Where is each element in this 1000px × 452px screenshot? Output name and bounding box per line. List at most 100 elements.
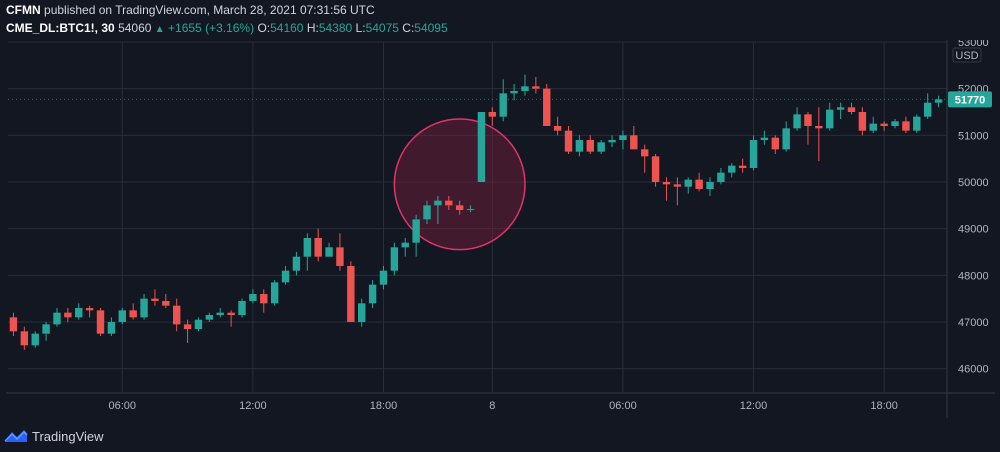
candle-body	[96, 310, 105, 334]
candle-body	[847, 107, 856, 112]
candle	[488, 107, 497, 126]
price-tag-label: 51770	[955, 94, 986, 106]
candle-body	[172, 305, 181, 325]
publisher-name[interactable]: CFMN	[6, 3, 41, 17]
candle	[869, 116, 877, 133]
candle-body	[303, 238, 312, 257]
y-tick-label: 53000	[958, 40, 989, 49]
candle	[205, 312, 214, 322]
candle	[826, 102, 834, 131]
candle	[31, 331, 39, 348]
high-value: 54380	[318, 21, 353, 35]
candle-body	[749, 140, 758, 168]
candle	[553, 116, 562, 136]
candle-body	[227, 312, 235, 315]
candle-body	[684, 179, 692, 187]
candle	[815, 107, 823, 161]
y-tick-label: 46000	[958, 364, 989, 376]
candlestick-chart[interactable]: 4600047000480004900050000510005200053000…	[6, 37, 995, 418]
candle	[129, 303, 137, 320]
candle	[434, 196, 442, 224]
candle-body	[183, 324, 192, 329]
currency-box	[952, 47, 982, 63]
candle	[477, 112, 486, 182]
candle	[760, 130, 769, 145]
candle-body	[390, 247, 399, 271]
candle	[532, 77, 540, 94]
candle	[445, 196, 453, 210]
candle	[662, 177, 671, 201]
candle	[303, 233, 312, 271]
candle-body	[738, 165, 747, 168]
candle-body	[151, 298, 159, 301]
candle-body	[913, 116, 921, 131]
candle	[260, 289, 268, 313]
candle	[804, 112, 812, 145]
candle	[858, 107, 867, 136]
candle-body	[597, 142, 605, 152]
candle-body	[423, 205, 431, 220]
candle	[684, 177, 692, 194]
candle	[902, 116, 910, 133]
candle	[249, 289, 257, 304]
candle-body	[140, 298, 148, 318]
candle-body	[640, 149, 649, 157]
timeframe: 30	[101, 21, 115, 35]
candle	[85, 305, 94, 318]
candle-body	[836, 107, 845, 110]
candle	[749, 135, 758, 171]
candle	[347, 261, 355, 322]
symbol-legend: CME_DL:BTC1!, 30 54060 ▲ +1655 (+3.16%) …	[6, 21, 448, 35]
candle-body	[401, 242, 409, 248]
candle-body	[205, 315, 214, 320]
candle-body	[760, 137, 769, 140]
chart-area[interactable]: 46000 47000 48000 49000 50000 51000 52000 53000…	[6, 37, 995, 418]
candle-body	[923, 102, 932, 117]
candle	[499, 79, 507, 122]
candle-body	[53, 312, 61, 325]
y-tick-label: 47000	[958, 317, 989, 329]
candle	[619, 130, 627, 150]
candle	[543, 84, 551, 126]
candle	[913, 114, 921, 133]
candle-body	[477, 112, 486, 182]
candle-body	[793, 114, 801, 129]
candle-body	[543, 88, 551, 126]
candle	[423, 200, 431, 224]
candle	[412, 214, 420, 257]
candle-body	[880, 123, 888, 126]
x-tick-label: 12:00	[239, 400, 267, 412]
candle-body	[510, 91, 518, 94]
candle-body	[553, 126, 562, 131]
candle-body	[728, 165, 736, 173]
candle-body	[662, 182, 671, 185]
candle-body	[466, 209, 475, 211]
candle	[401, 238, 409, 257]
footer[interactable]: TradingView	[4, 425, 204, 447]
candle	[782, 121, 790, 152]
candle-body	[706, 182, 714, 189]
symbol-name[interactable]: CME_DL:BTC1!	[6, 21, 95, 35]
x-tick-label: 06:00	[609, 400, 637, 412]
candle	[368, 280, 377, 308]
candle	[738, 158, 747, 173]
candle-body	[64, 312, 72, 318]
candle	[608, 135, 616, 147]
candle-body	[804, 114, 812, 126]
candle-body	[314, 238, 322, 257]
candle	[107, 317, 116, 336]
low-value: 54075	[365, 21, 399, 35]
candle-body	[42, 324, 50, 334]
candles	[9, 74, 943, 350]
price-tag	[948, 91, 992, 108]
candle	[20, 326, 29, 350]
candle	[521, 74, 529, 96]
y-tick-label: 49000	[958, 224, 989, 236]
x-tick-label: 12:00	[740, 400, 768, 412]
candle	[118, 308, 126, 325]
candle	[64, 308, 72, 322]
candle	[597, 140, 605, 154]
candle-body	[216, 312, 224, 315]
candle	[466, 205, 475, 213]
last-price: 54060	[118, 21, 152, 35]
